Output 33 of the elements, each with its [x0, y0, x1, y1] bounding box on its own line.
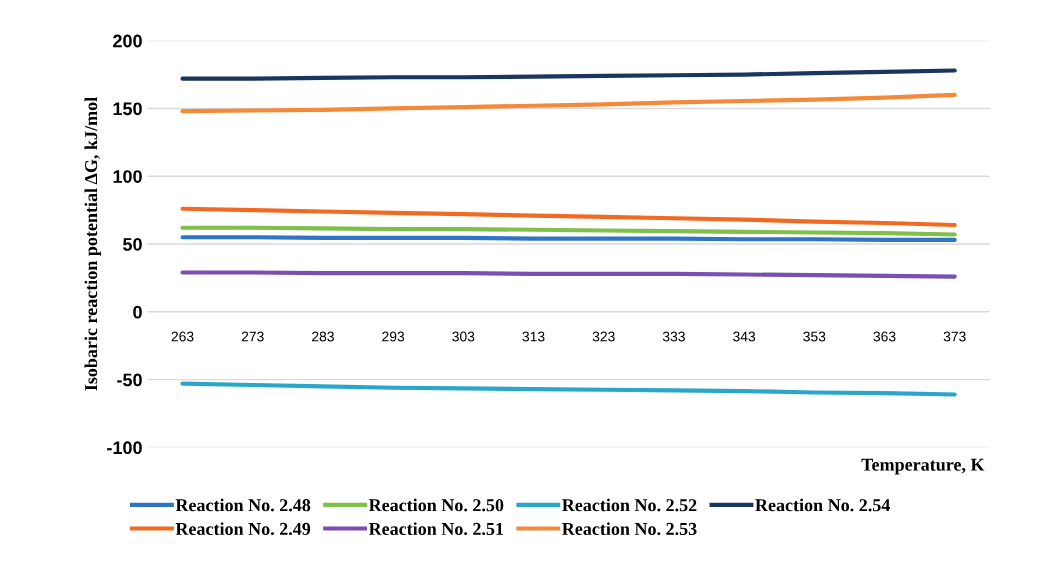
- y-tick-label: 150: [113, 102, 142, 116]
- line-series: [180, 381, 957, 397]
- x-tick-label: 303: [452, 331, 475, 342]
- y-tick-label: -100: [107, 441, 142, 455]
- x-tick-label: 373: [943, 331, 966, 342]
- x-tick-label: 273: [241, 331, 264, 342]
- legend-label: Reaction No. 2.53: [562, 522, 697, 536]
- x-tick-label: 313: [522, 331, 545, 342]
- x-tick-label: 353: [803, 331, 826, 342]
- x-axis-title: Temperature, K: [861, 458, 985, 475]
- legend-label: Reaction No. 2.49: [175, 522, 311, 536]
- y-tick-label: 100: [113, 170, 142, 183]
- line-series: [180, 225, 957, 237]
- x-tick-label: 343: [733, 331, 756, 342]
- y-tick-label: 200: [113, 34, 142, 48]
- y-tick-label: -50: [117, 373, 142, 387]
- x-tick-label: 263: [171, 331, 194, 342]
- legend-label: Reaction No. 2.51: [368, 522, 504, 536]
- x-tick-label: 283: [312, 331, 334, 342]
- line-series: [180, 92, 957, 114]
- x-tick-label: 293: [382, 331, 405, 342]
- legend-label: Reaction No. 2.52: [562, 498, 697, 512]
- y-tick-label: 50: [123, 237, 142, 251]
- y-axis-title: Isobaric reaction potential ΔG, kJ/mol: [84, 97, 101, 391]
- x-tick-label: 363: [873, 331, 896, 342]
- x-tick-label: 333: [662, 331, 685, 342]
- x-tick-label: 323: [592, 331, 615, 342]
- legend-label: Reaction No. 2.54: [755, 498, 891, 512]
- line-series: [180, 206, 957, 228]
- line-series: [180, 68, 957, 81]
- y-tick-label: 0: [133, 305, 142, 319]
- legend-label: Reaction No. 2.48: [175, 498, 311, 512]
- legend-label: Reaction No. 2.50: [368, 498, 504, 512]
